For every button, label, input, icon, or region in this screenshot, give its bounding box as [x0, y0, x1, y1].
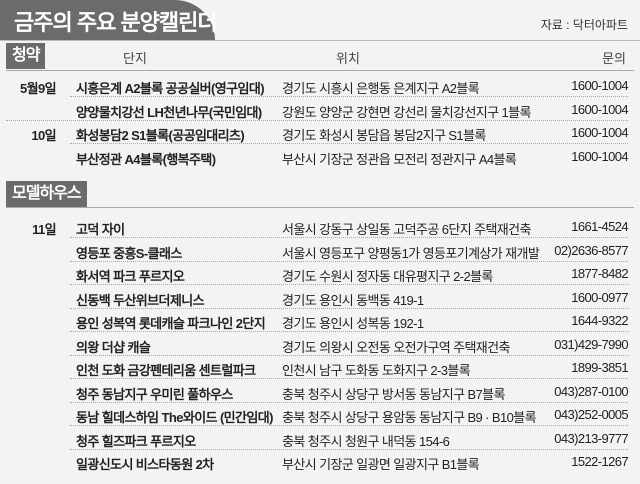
row-divider	[70, 260, 628, 262]
contact-phone: 1661-4524	[571, 219, 628, 234]
location: 서울시 강동구 상일동 고덕주공 6단지 주택재건축	[282, 222, 531, 237]
row-divider	[70, 307, 628, 309]
contact-phone: 1600-1004	[571, 148, 628, 164]
table-row: 화서역 파크 푸르지오 경기도 수원시 정자동 대유평지구 2-2블록 1877-8…	[0, 262, 640, 285]
contact-phone: 1877-8482	[571, 266, 628, 281]
location: 충북 청주시 상당구 용암동 동남지구 B9 · B10블록	[282, 410, 537, 425]
table-row: 일광신도시 비스타동원 2차 부산시 기장군 일광면 일광지구 B1블록 1522-…	[0, 450, 640, 473]
row-divider	[70, 237, 628, 238]
complex-name: 부산정관 A4블록(행복주택)	[76, 151, 216, 167]
contact-phone: 1644-9322	[571, 313, 628, 328]
contact-phone: 1600-1004	[571, 101, 628, 117]
complex-name: 일광신도시 비스타동원 2차	[76, 457, 214, 472]
source-credit: 자료 : 닥터아파트	[540, 18, 628, 32]
row-divider	[70, 448, 628, 450]
complex-name: 청주 동남지구 우미린 풀하우스	[76, 386, 233, 402]
table-row: 양양물치강선 LH천년나무(국민임대) 강원도 양양군 강현면 강선리 물치강선지…	[0, 98, 640, 121]
location: 부산시 기장군 일광면 일광지구 B1블록	[282, 457, 480, 472]
section-label-model-house: 모델하우스	[6, 181, 87, 207]
complex-name: 용인 성복역 롯데캐슬 파크나인 2단지	[76, 316, 266, 331]
location: 경기도 용인시 동백동 419-1	[282, 292, 424, 308]
location: 강원도 양양군 강현면 강선리 물치강선지구 1블록	[282, 104, 531, 120]
contact-phone: 1600-0977	[571, 289, 628, 305]
location: 경기도 수원시 정자동 대유평지구 2-2블록	[282, 269, 493, 284]
row-divider	[70, 143, 628, 144]
column-header-complex: 단지	[123, 51, 147, 66]
location: 경기도 용인시 성복동 192-1	[282, 316, 424, 331]
contact-phone: 043)287-0100	[554, 383, 628, 399]
title-tab: 금주의 주요 분양캘린더	[0, 0, 218, 40]
complex-name: 동남 힐데스하임 The와이드 (민간임대)	[76, 410, 273, 425]
complex-name: 인천 도화 금강펜테리움 센트럴파크	[76, 363, 256, 378]
section-label-subscription: 청약	[6, 43, 46, 69]
table-row: 신동백 두산위브더제니스 경기도 용인시 동백동 419-1 1600-0977	[0, 286, 640, 309]
contact-phone: 043)213-9777	[554, 430, 628, 446]
row-divider	[70, 354, 628, 356]
complex-name: 화성봉담2 S1블록(공공임대리츠)	[76, 128, 245, 143]
contact-phone: 031)429-7990	[554, 336, 628, 352]
complex-name: 고덕 자이	[76, 222, 125, 237]
row-date: 5월9일	[20, 81, 57, 96]
row-divider	[70, 425, 628, 426]
column-header-location: 위치	[336, 51, 360, 66]
row-date: 10일	[31, 128, 56, 143]
row-divider	[70, 331, 628, 332]
table-row: 10일 화성봉담2 S1블록(공공임대리츠) 경기도 화성시 봉담읍 봉담2지구 S…	[0, 121, 640, 144]
contact-phone: 1600-1004	[571, 78, 628, 93]
table-row: 청주 힐즈파크 푸르지오 충북 청주시 청원구 내덕동 154-6 043)213-…	[0, 427, 640, 450]
location: 경기도 의왕시 오전동 오전가구역 주택재건축	[282, 339, 510, 355]
header-divider	[6, 70, 634, 71]
table-row: 의왕 더샵 캐슬 경기도 의왕시 오전동 오전가구역 주택재건축 031)429-7…	[0, 333, 640, 356]
location: 경기도 화성시 봉담읍 봉담2지구 S1블록	[282, 128, 486, 143]
table-row: 11일 고덕 자이 서울시 강동구 상일동 고덕주공 6단지 주택재건축 1661-4…	[0, 215, 640, 238]
row-divider	[70, 401, 628, 403]
location: 부산시 기장군 정관읍 모전리 정관지구 A4블록	[282, 151, 517, 167]
page-title: 금주의 주요 분양캘린더	[14, 10, 218, 35]
contact-phone: 1522-1267	[571, 454, 628, 469]
complex-name: 화서역 파크 푸르지오	[76, 269, 185, 284]
complex-name: 신동백 두산위브더제니스	[76, 292, 205, 308]
contact-phone: 02)2636-8577	[554, 242, 628, 258]
location: 충북 청주시 청원구 내덕동 154-6	[282, 433, 450, 449]
row-divider	[70, 96, 628, 97]
complex-name: 영등포 중흥S-클래스	[76, 245, 182, 261]
row-divider	[70, 284, 628, 285]
section-divider	[6, 207, 634, 208]
column-header-contact: 문의	[602, 51, 626, 66]
contact-phone: 1899-3851	[571, 360, 628, 375]
complex-name: 시흥은계 A2블록 공공실버(영구임대)	[76, 81, 265, 96]
table-row: 청주 동남지구 우미린 풀하우스 충북 청주시 상당구 방서동 동남지구 B7블록…	[0, 380, 640, 403]
table-row: 동남 힐데스하임 The와이드 (민간임대) 충북 청주시 상당구 용암동 동남지…	[0, 403, 640, 426]
complex-name: 청주 힐즈파크 푸르지오	[76, 433, 196, 449]
complex-name: 양양물치강선 LH천년나무(국민임대)	[76, 104, 262, 120]
location: 서울시 영등포구 양평동1가 영등포기계상가 재개발	[282, 245, 540, 261]
row-divider	[70, 378, 628, 379]
complex-name: 의왕 더샵 캐슬	[76, 339, 151, 355]
table-row: 영등포 중흥S-클래스 서울시 영등포구 양평동1가 영등포기계상가 재개발 02)…	[0, 239, 640, 262]
contact-phone: 043)252-0005	[554, 407, 628, 422]
row-divider	[6, 119, 628, 121]
title-bar: 금주의 주요 분양캘린더 자료 : 닥터아파트	[0, 0, 640, 41]
table-row: 5월9일 시흥은계 A2블록 공공실버(영구임대) 경기도 시흥시 은행동 은계지구…	[0, 74, 640, 97]
location: 경기도 시흥시 은행동 은계지구 A2블록	[282, 81, 480, 96]
location: 인천시 남구 도화동 도화지구 2-3블록	[282, 363, 471, 378]
table-row: 인천 도화 금강펜테리움 센트럴파크 인천시 남구 도화동 도화지구 2-3블록 1…	[0, 356, 640, 379]
row-date: 11일	[32, 222, 57, 237]
contact-phone: 1600-1004	[571, 125, 628, 140]
location: 충북 청주시 상당구 방서동 동남지구 B7블록	[282, 386, 505, 402]
table-row: 부산정관 A4블록(행복주택) 부산시 기장군 정관읍 모전리 정관지구 A4블록…	[0, 145, 640, 168]
table-row: 용인 성복역 롯데캐슬 파크나인 2단지 경기도 용인시 성복동 192-1 164…	[0, 309, 640, 332]
